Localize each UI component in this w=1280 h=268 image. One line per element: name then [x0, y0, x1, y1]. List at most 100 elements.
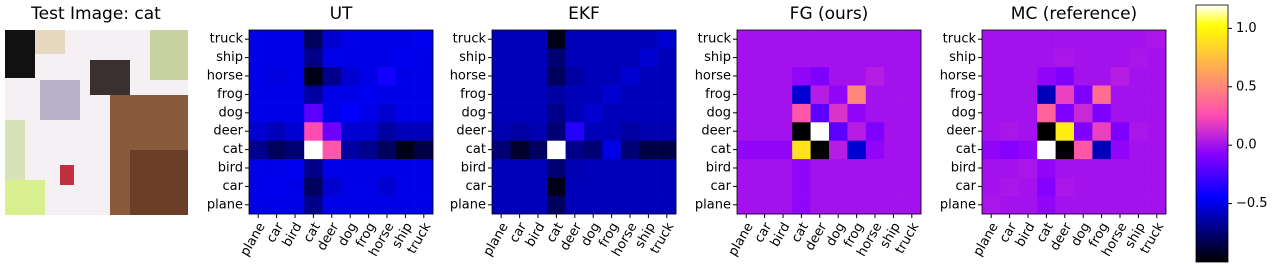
heatmap-cell	[1018, 30, 1038, 49]
x-tick-label: plane	[238, 220, 269, 259]
heatmap-cell	[810, 103, 830, 123]
heatmap-cell	[1037, 122, 1056, 141]
panel-frame	[248, 29, 434, 215]
heatmap-cell	[639, 30, 658, 49]
heatmap-cell	[865, 140, 885, 160]
heatmap-cell	[249, 140, 268, 160]
heatmap-cell	[884, 158, 903, 178]
heatmap-cell	[847, 140, 867, 160]
heatmap-cell	[1147, 140, 1167, 160]
heatmap-cell	[249, 85, 268, 104]
heatmap-cell	[396, 158, 415, 178]
colorbar	[1195, 4, 1229, 263]
heatmap-cell	[304, 30, 323, 49]
heatmap-cell	[755, 122, 775, 141]
heatmap-cell	[1074, 30, 1093, 49]
heatmap-cell	[884, 122, 903, 141]
heatmap-cell	[1092, 85, 1112, 104]
heatmap-cell	[414, 158, 434, 178]
heatmap-cell	[1055, 30, 1075, 49]
y-tick-label: truck	[943, 32, 977, 47]
heatmap-cell	[1000, 158, 1020, 178]
heatmap-cell	[249, 122, 268, 141]
heatmap-cell	[639, 103, 658, 123]
heatmap-cell	[414, 85, 434, 104]
heatmap-cell	[792, 140, 811, 160]
y-tick-label: bird	[461, 161, 486, 176]
heatmap-cell	[884, 140, 903, 160]
heatmap-cell	[1147, 158, 1167, 178]
heatmap-cell	[810, 48, 830, 68]
heatmap-cell	[620, 48, 640, 68]
heatmap-cell	[1055, 66, 1075, 86]
heatmap-cell	[396, 103, 415, 123]
heatmap-cell	[829, 48, 848, 68]
heatmap-cell	[865, 195, 885, 215]
heatmap-cell	[341, 66, 360, 86]
heatmap-cell	[755, 48, 775, 68]
heatmap-cell	[249, 195, 268, 215]
heatmap-cell	[414, 177, 434, 196]
heatmap-cell	[285, 195, 305, 215]
colorbar-tick-label: 0.5	[1236, 79, 1257, 94]
heatmap-cell	[510, 177, 530, 196]
heatmap-cell	[322, 30, 342, 49]
heatmap-cell	[565, 158, 585, 178]
heatmap-cell	[377, 103, 397, 123]
heatmap-cell	[341, 177, 360, 196]
heatmap-cell	[492, 48, 511, 68]
y-tick-label: car	[466, 179, 487, 194]
heatmap-cell	[1092, 103, 1112, 123]
heatmap-cell	[565, 30, 585, 49]
heatmap-cell	[1110, 177, 1130, 196]
heatmap-cell	[865, 48, 885, 68]
y-tick-label: plane	[450, 197, 486, 212]
heatmap-cell	[1000, 66, 1020, 86]
heatmap-cell	[657, 122, 677, 141]
heatmap-cell	[657, 30, 677, 49]
heatmap-cell	[492, 122, 511, 141]
heatmap-cell	[267, 85, 287, 104]
heatmap-cell	[829, 195, 848, 215]
heatmap-cell	[1037, 177, 1056, 196]
heatmap-cell	[528, 48, 548, 68]
heatmap-cell	[1129, 103, 1148, 123]
heatmap-cell	[285, 140, 305, 160]
heatmap-cell	[547, 195, 566, 215]
heatmap-cell	[322, 122, 342, 141]
heatmap-cell	[602, 177, 622, 196]
heatmap-cell	[602, 85, 622, 104]
heatmap-cell	[829, 158, 848, 178]
heatmap-cell	[1110, 158, 1130, 178]
heatmap-cell	[1018, 140, 1038, 160]
heatmap-cell	[773, 103, 793, 123]
heatmap-cell	[639, 122, 658, 141]
heatmap-cell	[1037, 66, 1056, 86]
heatmap-cell	[847, 103, 867, 123]
heatmap-cell	[902, 48, 922, 68]
y-tick-label: plane	[207, 197, 243, 212]
heatmap-cell	[285, 158, 305, 178]
heatmap-cell	[267, 66, 287, 86]
heatmap-cell	[810, 122, 830, 141]
y-tick-label: deer	[946, 124, 976, 139]
heatmap-cell	[847, 122, 867, 141]
panel-title: UT	[330, 4, 353, 24]
heatmap-cell	[1074, 140, 1093, 160]
heatmap-cell	[492, 30, 511, 49]
image-title: Test Image: cat	[30, 4, 161, 24]
y-tick-label: cat	[956, 142, 976, 157]
heatmap-cell	[1000, 177, 1020, 196]
heatmap-cell	[304, 140, 323, 160]
heatmap-cell	[359, 30, 379, 49]
heatmap-cell	[1074, 195, 1093, 215]
heatmap-cell	[528, 85, 548, 104]
heatmap-cell	[1129, 66, 1148, 86]
heatmap-cell	[902, 85, 922, 104]
heatmap-cell	[865, 66, 885, 86]
heatmap-cell	[902, 158, 922, 178]
heatmap-cell	[982, 30, 1001, 49]
heatmap-cell	[1110, 66, 1130, 86]
heatmap-cell	[1018, 103, 1038, 123]
heatmap-cell	[341, 140, 360, 160]
